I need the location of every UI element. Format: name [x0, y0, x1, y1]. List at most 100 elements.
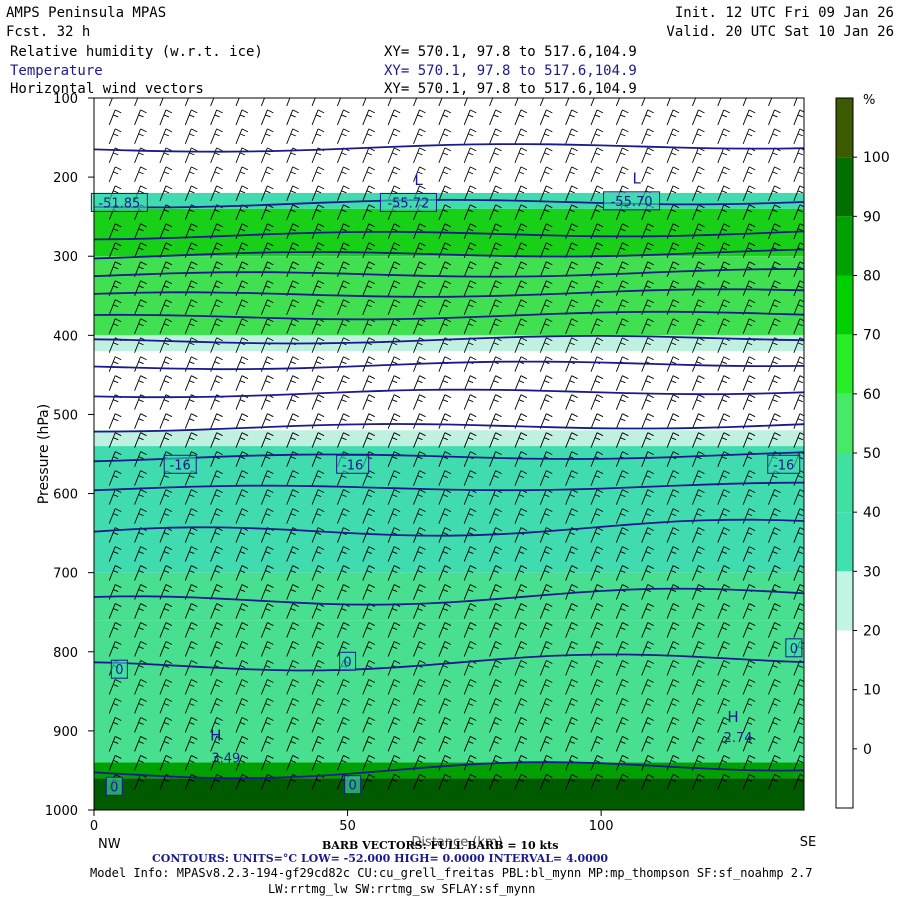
- wind-barb-301: [641, 280, 654, 296]
- extremum-H-2: H: [210, 726, 221, 744]
- wind-barb-228: [210, 242, 223, 258]
- wind-barb-668: [717, 527, 730, 543]
- wind-barb-181: [438, 204, 452, 220]
- wind-barb-713: [438, 565, 452, 581]
- wind-barb-965: [438, 736, 452, 752]
- wind-barb-1035: [793, 774, 804, 790]
- wind-barb-69: [438, 128, 452, 145]
- wind-barb-351: [489, 318, 502, 334]
- wind-barb-929: [235, 717, 249, 733]
- wind-barb-1018: [362, 774, 375, 790]
- wind-barb-750: [666, 584, 680, 600]
- wind-barb-428: [311, 375, 325, 391]
- wind-barb-818: [260, 641, 274, 657]
- wind-barb-310: [159, 299, 173, 315]
- wind-barb-292: [413, 280, 426, 296]
- wind-barb-869: [134, 679, 147, 695]
- wind-barb-123: [387, 166, 401, 183]
- wind-barb-49: [641, 109, 654, 126]
- wind-barb-870: [159, 679, 173, 695]
- wind-barb-47: [590, 109, 604, 126]
- wind-barb-825: [438, 641, 452, 657]
- wind-barb-359: [692, 318, 705, 334]
- xy-line-2: XY= 570.1, 97.8 to 517.6,104.9: [384, 63, 637, 79]
- wind-barb-688: [514, 546, 528, 562]
- wind-barb-113: [134, 166, 147, 183]
- wind-barb-880: [413, 679, 426, 695]
- wind-barb-230: [260, 242, 274, 258]
- isotherm-1: [94, 198, 804, 209]
- colorbar-segment-2: [836, 216, 853, 276]
- wind-barb-923: [793, 698, 804, 714]
- wind-barb-920: [717, 698, 730, 714]
- wind-barb-1005: [742, 755, 756, 771]
- wind-barb-222: [768, 223, 781, 239]
- wind-barb-578: [565, 470, 578, 486]
- wind-barb-159: [590, 185, 604, 202]
- wind-barb-913: [539, 698, 553, 714]
- wind-barb-834: [666, 641, 680, 657]
- wind-barb-421: [134, 375, 147, 391]
- rh-layer-3: [94, 256, 804, 336]
- wind-barb-78: [666, 128, 680, 145]
- wind-barb-943: [590, 717, 604, 733]
- wind-barb-716: [514, 565, 528, 581]
- wind-barb-615: [793, 489, 804, 505]
- wind-barb-255: [184, 261, 198, 277]
- wind-barb-303: [692, 280, 705, 296]
- wind-barb-232: [311, 242, 325, 258]
- wind-barb-883: [489, 679, 502, 695]
- rh-layer-4: [94, 335, 804, 352]
- wind-barb-887: [590, 679, 604, 695]
- wind-barb-362: [768, 318, 781, 334]
- isotherm-6: [94, 310, 804, 321]
- wind-barb-608: [615, 489, 629, 505]
- wind-barb-924: [108, 717, 122, 733]
- wind-barb-672: [108, 546, 122, 562]
- colorbar-segment-7: [836, 512, 853, 572]
- wind-barb-877: [337, 679, 350, 695]
- contour-label-box-7: [339, 651, 357, 671]
- wind-barb-875: [286, 679, 299, 695]
- wind-barb-694: [666, 546, 680, 562]
- wind-barb-970: [565, 736, 578, 752]
- contour-label-2: -55.70: [611, 195, 653, 210]
- rh-layer-8: [94, 572, 804, 621]
- wind-barb-318: [362, 299, 375, 315]
- wind-barb-56: [108, 128, 122, 145]
- init-time: Init. 12 UTC Fri 09 Jan 26: [674, 5, 894, 21]
- wind-barb-435: [489, 375, 502, 391]
- wind-barb-510: [260, 432, 274, 448]
- wind-barb-782: [768, 603, 781, 619]
- wind-barb-497: [641, 413, 654, 429]
- wind-barb-237: [438, 242, 452, 258]
- wind-barb-1025: [539, 774, 553, 790]
- wind-barb-177: [337, 204, 350, 220]
- wind-barb-196: [108, 223, 122, 239]
- colorbar-label-5: 50: [863, 446, 881, 462]
- wind-barb-476: [108, 413, 122, 429]
- wind-barb-267: [489, 261, 502, 277]
- wind-barb-130: [565, 166, 578, 183]
- wind-barb-1006: [768, 755, 781, 771]
- wind-barb-283: [184, 280, 198, 296]
- y-tick-label-3: 400: [53, 329, 78, 344]
- wind-barb-897: [134, 698, 147, 714]
- wind-barb-473: [742, 394, 756, 410]
- wind-barb-481: [235, 413, 249, 429]
- wind-barb-862: [666, 660, 680, 676]
- wind-barb-953: [134, 736, 147, 752]
- colorbar-label-1: 90: [863, 209, 881, 225]
- wind-barb-629: [438, 508, 452, 524]
- wind-barb-437: [539, 375, 553, 391]
- wind-barb-256: [210, 261, 223, 277]
- wind-barb-863: [692, 660, 705, 676]
- wind-barb-675: [184, 546, 198, 562]
- wind-barb-342: [260, 318, 274, 334]
- wind-barb-297: [539, 280, 553, 296]
- wind-barb-717: [539, 565, 553, 581]
- wind-barb-321: [438, 299, 452, 315]
- wind-barb-447: [793, 375, 804, 391]
- wind-barb-961: [337, 736, 350, 752]
- colorbar-label-2: 80: [863, 269, 881, 285]
